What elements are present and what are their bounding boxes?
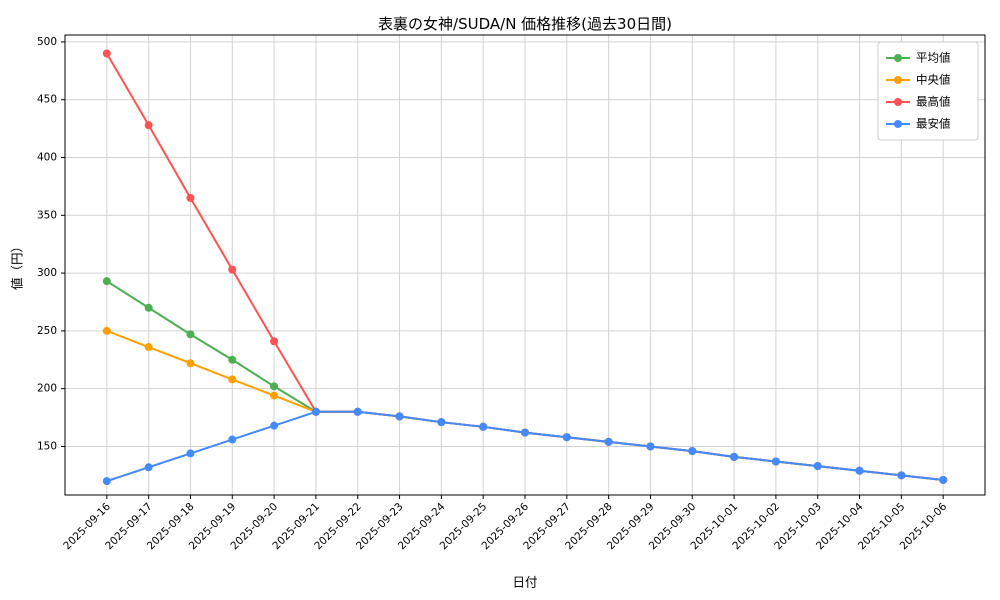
data-point-max bbox=[186, 193, 195, 202]
y-tick-label: 500 bbox=[37, 36, 57, 48]
y-tick-label: 300 bbox=[37, 267, 57, 279]
grid bbox=[65, 35, 985, 495]
legend-item-max: 最高値 bbox=[886, 95, 951, 109]
data-point-min bbox=[897, 471, 906, 480]
data-point-median bbox=[102, 326, 111, 335]
data-point-min bbox=[646, 442, 655, 451]
data-point-max bbox=[270, 337, 279, 346]
legend-label-min: 最安値 bbox=[916, 117, 951, 131]
data-point-mean bbox=[186, 330, 195, 339]
y-axis-label: 値（円） bbox=[9, 239, 25, 291]
data-point-min bbox=[521, 428, 529, 437]
data-point-min bbox=[144, 463, 153, 472]
data-point-mean bbox=[270, 382, 279, 391]
legend-box bbox=[877, 41, 979, 141]
data-point-min bbox=[562, 433, 571, 442]
legend-item-mean: 平均値 bbox=[886, 51, 951, 65]
y-tick-label: 150 bbox=[37, 440, 57, 452]
data-point-min bbox=[688, 447, 697, 456]
data-point-mean bbox=[228, 355, 237, 364]
legend-label-max: 最高値 bbox=[916, 95, 951, 109]
legend-item-min: 最安値 bbox=[886, 117, 951, 131]
legend-label-median: 中央値 bbox=[916, 73, 951, 87]
data-point-min bbox=[395, 412, 404, 421]
data-point-max bbox=[144, 121, 153, 130]
y-tick-label: 200 bbox=[37, 383, 57, 395]
data-point-min bbox=[311, 407, 320, 416]
data-point-min bbox=[855, 466, 864, 475]
y-tick-label: 400 bbox=[37, 152, 57, 164]
x-axis-label: 日付 bbox=[512, 574, 538, 590]
data-point-max bbox=[102, 49, 111, 58]
data-point-min bbox=[939, 475, 948, 484]
series-min bbox=[102, 407, 948, 486]
x-axis: 2025-09-162025-09-172025-09-182025-09-19… bbox=[61, 495, 950, 552]
data-point-min bbox=[186, 449, 195, 458]
legend-marker-mean bbox=[894, 54, 902, 62]
data-point-mean bbox=[144, 303, 153, 312]
data-point-max bbox=[228, 265, 237, 274]
data-point-median bbox=[144, 343, 153, 352]
y-tick-label: 450 bbox=[37, 94, 57, 106]
data-point-median bbox=[186, 359, 195, 368]
data-point-min bbox=[730, 452, 739, 461]
data-point-median bbox=[270, 391, 279, 400]
data-point-min bbox=[813, 462, 822, 471]
data-point-mean bbox=[102, 277, 111, 286]
data-point-min bbox=[270, 421, 279, 430]
data-point-min bbox=[228, 435, 237, 444]
data-point-min bbox=[604, 437, 613, 446]
legend-marker-median bbox=[894, 76, 902, 84]
data-point-min bbox=[353, 407, 362, 416]
data-point-min bbox=[771, 457, 780, 466]
data-point-min bbox=[479, 422, 488, 431]
y-tick-label: 250 bbox=[37, 325, 57, 337]
data-point-min bbox=[437, 418, 446, 427]
y-tick-label: 350 bbox=[37, 209, 57, 221]
y-axis: 150 200 250 300 350 400 450 500 bbox=[37, 36, 65, 452]
legend-item-median: 中央値 bbox=[886, 73, 951, 87]
data-point-median bbox=[228, 375, 237, 384]
legend-label-mean: 平均値 bbox=[916, 51, 951, 65]
legend-marker-min bbox=[894, 120, 902, 128]
chart-title: 表裏の女神/SUDA/N 価格推移(過去30日間) bbox=[378, 15, 672, 33]
data-point-min bbox=[102, 477, 111, 486]
legend-marker-max bbox=[894, 98, 902, 106]
